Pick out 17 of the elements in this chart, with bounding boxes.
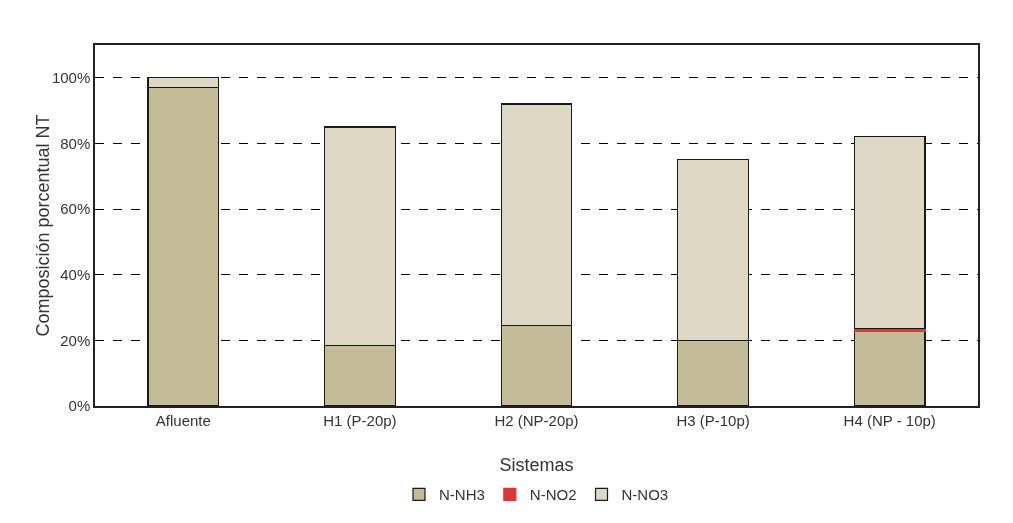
bar: [853, 136, 926, 330]
x-tick-label: H4 (NP - 10p): [843, 411, 936, 429]
x-tick-label: Afluente: [155, 411, 211, 429]
x-axis-title: Sistemas: [499, 454, 574, 475]
y-tick-label: 60%: [60, 200, 91, 218]
legend-label: N-NO3: [621, 486, 669, 504]
x-tick-label: H1 (P-20p): [323, 411, 397, 429]
legend-label: N-NH3: [439, 486, 485, 504]
x-tick-label: H2 (NP-20p): [494, 411, 579, 429]
y-tick-label: 20%: [60, 331, 91, 349]
y-tick-label: 80%: [60, 134, 91, 152]
x-tick-label: H3 (P-10p): [676, 411, 750, 429]
y-tick-label: 100%: [51, 69, 91, 87]
legend-label: N-NO2: [529, 486, 577, 504]
y-tick-label: 0%: [68, 397, 91, 415]
y-tick-label: 40%: [60, 265, 91, 283]
y-axis-title: Composición porcentual NT: [32, 114, 53, 337]
